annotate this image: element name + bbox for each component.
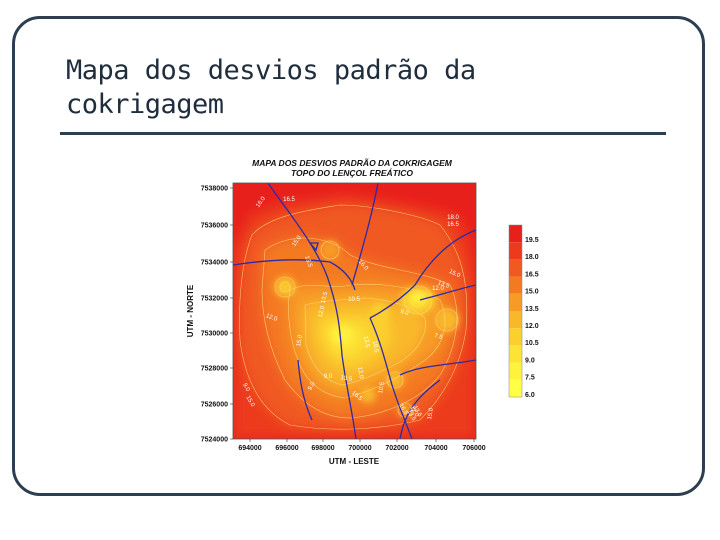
y-tick-label: 7534000 bbox=[201, 260, 228, 267]
contour-value-label: 12.0 bbox=[408, 405, 419, 419]
contour-value-label: 13.5 bbox=[362, 336, 370, 349]
contour-value-label: 10.5 bbox=[348, 297, 360, 303]
contour-value-label: 16.5 bbox=[283, 197, 295, 203]
slide-title: Mapa dos desvios padrão da cokrigagem bbox=[66, 54, 666, 122]
title-divider bbox=[60, 132, 666, 135]
map-title: MAPA DOS DESVIOS PADRÃO DA COKRIGAGEM bbox=[252, 158, 453, 168]
contour-value-label: 9.0 bbox=[324, 374, 333, 380]
legend-swatch bbox=[509, 242, 522, 260]
legend-swatch bbox=[509, 276, 522, 294]
map-frame bbox=[232, 182, 477, 440]
legend-value-label: 12.0 bbox=[525, 323, 539, 330]
color-legend: 19.5 18.0 16.5 15.0 13.5 12.0 10.5 9.0 7.5 6.0 bbox=[508, 224, 539, 399]
contour-value-label: 13.5 bbox=[303, 255, 313, 269]
contour-value-label: 13.5 bbox=[405, 409, 416, 423]
legend-swatch bbox=[509, 362, 522, 380]
contour-value-label: 13.5 bbox=[340, 375, 353, 383]
map-subtitle: TOPO DO LENÇOL FREÁTICO bbox=[291, 168, 413, 178]
x-tick-label: 704000 bbox=[424, 445, 447, 452]
contour-field bbox=[233, 183, 476, 439]
y-tick-label: 7528000 bbox=[201, 366, 228, 373]
contour-value-label: 10.5 bbox=[378, 381, 386, 394]
y-tick-label: 7536000 bbox=[201, 223, 228, 230]
x-tick-label: 706000 bbox=[462, 445, 485, 452]
drainage-network bbox=[233, 183, 476, 439]
contour-value-label: 13.5 bbox=[321, 291, 330, 304]
contour-value-label: 15.0 bbox=[427, 407, 435, 420]
legend-swatch bbox=[509, 379, 522, 397]
x-axis-ticks: 694000 696000 698000 700000 702000 704000 7060… bbox=[238, 439, 486, 452]
contour-value-label: 10.5 bbox=[371, 341, 379, 354]
legend-value-label: 9.0 bbox=[525, 357, 535, 364]
contour-value-label: 9.0 bbox=[241, 382, 251, 393]
y-tick-label: 7530000 bbox=[201, 331, 228, 338]
legend-value-label: 18.0 bbox=[525, 254, 539, 261]
slide-title-line-2: cokrigagem bbox=[66, 89, 224, 120]
contour-value-label: 9.0 bbox=[307, 381, 317, 392]
contour-value-label: 16.5 bbox=[447, 222, 459, 228]
x-tick-label: 696000 bbox=[275, 445, 298, 452]
legend-swatch bbox=[509, 311, 522, 329]
slide-title-line-1: Mapa dos desvios padrão da bbox=[66, 55, 476, 86]
contour-value-label: 15.0 bbox=[296, 334, 304, 347]
contour-value-label: 16.0 bbox=[255, 195, 267, 209]
legend-value-label: 16.5 bbox=[525, 271, 539, 278]
x-tick-label: 698000 bbox=[311, 445, 334, 452]
legend-value-label: 15.0 bbox=[525, 289, 539, 296]
contour-value-label: 9.0 bbox=[399, 309, 409, 317]
contour-value-label: 12.0 bbox=[318, 305, 327, 318]
legend-swatch bbox=[509, 259, 522, 277]
contour-value-label: 7.5 bbox=[433, 333, 443, 341]
contour-value-label: 15.0 bbox=[448, 269, 462, 280]
x-tick-label: 694000 bbox=[238, 445, 261, 452]
x-tick-label: 700000 bbox=[348, 445, 371, 452]
y-tick-label: 7526000 bbox=[201, 402, 228, 409]
contour-value-label: 15.0 bbox=[291, 234, 303, 248]
contour-value-label: 15.0 bbox=[244, 395, 255, 409]
contour-value-label: 12.0 bbox=[265, 313, 279, 323]
x-tick-label: 702000 bbox=[385, 445, 408, 452]
legend-value-label: 19.5 bbox=[525, 237, 539, 244]
legend-value-label: 7.5 bbox=[525, 375, 535, 382]
x-axis-label: UTM - LESTE bbox=[329, 457, 380, 466]
contour-value-label: 12.0 bbox=[432, 286, 444, 292]
contour-value-label: 13.5 bbox=[437, 280, 451, 290]
legend-swatch bbox=[509, 328, 522, 346]
contour-value-label: 12.0 bbox=[356, 367, 364, 380]
legend-value-label: 6.0 bbox=[525, 392, 535, 399]
y-tick-label: 7538000 bbox=[201, 186, 228, 193]
legend-value-label: 13.5 bbox=[525, 306, 539, 313]
y-axis-label: UTM - NORTE bbox=[186, 284, 195, 337]
legend-frame bbox=[508, 224, 523, 398]
contour-labels: 16.0 16.518.016.515.013.5 16.015.013.512.0… bbox=[241, 195, 461, 422]
contour-value-label: 16.5 bbox=[397, 403, 408, 417]
y-tick-label: 7524000 bbox=[201, 437, 228, 444]
y-tick-label: 7532000 bbox=[201, 296, 228, 303]
y-axis-ticks: 7538000 7536000 7534000 7532000 7530000 75280… bbox=[201, 186, 233, 444]
contour-value-label: 13.5 bbox=[411, 405, 422, 419]
legend-swatch bbox=[509, 225, 522, 243]
legend-swatch bbox=[509, 293, 522, 311]
legend-swatch bbox=[509, 345, 522, 363]
contour-value-label: 18.0 bbox=[447, 215, 459, 221]
legend-value-label: 10.5 bbox=[525, 340, 539, 347]
